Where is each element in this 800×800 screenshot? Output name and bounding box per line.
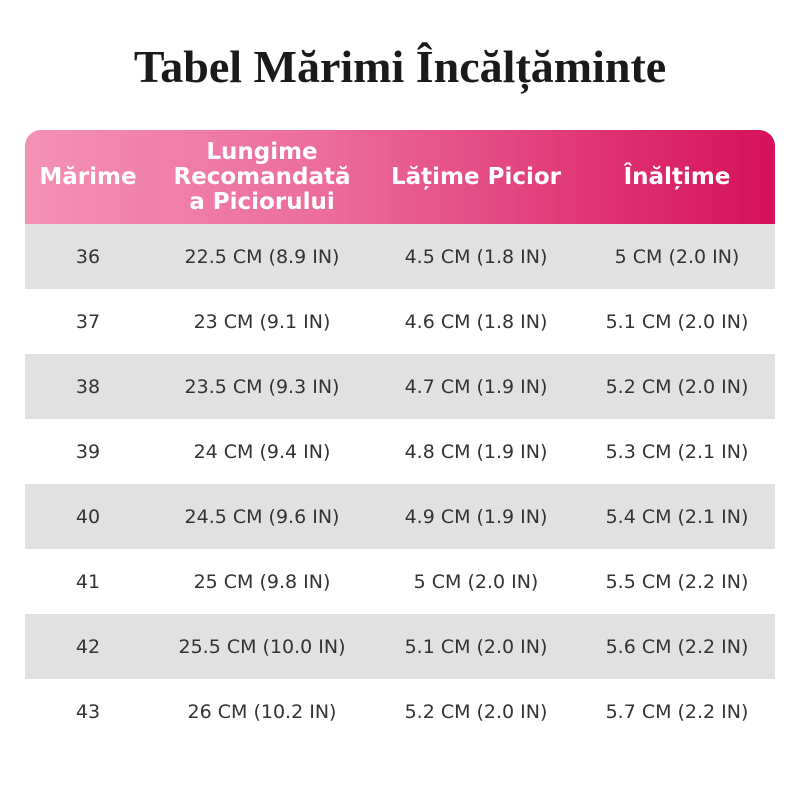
table-cell: 23 CM (9.1 IN) xyxy=(193,310,331,333)
table-cell: 5.2 CM (2.0 IN) xyxy=(404,700,548,723)
table-cell: 36 xyxy=(75,245,101,268)
table-cell: 40 xyxy=(75,505,101,528)
table-row: 43 26 CM (10.2 IN) 5.2 CM (2.0 IN) 5.7 CM (… xyxy=(25,679,775,744)
header-cell: Lățime Picior xyxy=(390,163,562,190)
table-cell: 5.1 CM (2.0 IN) xyxy=(605,310,749,333)
table-cell: 25 CM (9.8 IN) xyxy=(193,570,331,593)
table-row: 39 24 CM (9.4 IN) 4.8 CM (1.9 IN) 5.3 CM (2… xyxy=(25,419,775,484)
table-row: 36 22.5 CM (8.9 IN) 4.5 CM (1.8 IN) 5 CM (2… xyxy=(25,224,775,289)
table-cell: 4.6 CM (1.8 IN) xyxy=(404,310,548,333)
table-cell: 5.7 CM (2.2 IN) xyxy=(605,700,749,723)
table-cell: 4.5 CM (1.8 IN) xyxy=(404,245,548,268)
table-cell: 38 xyxy=(75,375,101,398)
table-cell: 5.1 CM (2.0 IN) xyxy=(404,635,548,658)
table-cell: 5 CM (2.0 IN) xyxy=(614,245,740,268)
table-cell: 37 xyxy=(75,310,101,333)
header-line: Recomandată xyxy=(173,163,351,190)
table-header: Mărime Lungime Recomandată a Piciorului Lăți… xyxy=(25,130,775,224)
table-cell: 39 xyxy=(75,440,101,463)
table-cell: 22.5 CM (8.9 IN) xyxy=(184,245,340,268)
table-cell: 5 CM (2.0 IN) xyxy=(413,570,539,593)
table-cell: 41 xyxy=(75,570,101,593)
table-cell: 5.4 CM (2.1 IN) xyxy=(605,505,749,528)
table-row: 40 24.5 CM (9.6 IN) 4.9 CM (1.9 IN) 5.4 CM … xyxy=(25,484,775,549)
table-cell: 5.3 CM (2.1 IN) xyxy=(605,440,749,463)
header-line: Lungime xyxy=(206,138,318,165)
table-cell: 42 xyxy=(75,635,101,658)
table-cell: 24 CM (9.4 IN) xyxy=(193,440,331,463)
table-cell: 23.5 CM (9.3 IN) xyxy=(184,375,340,398)
table-cell: 26 CM (10.2 IN) xyxy=(187,700,337,723)
header-line: a Piciorului xyxy=(189,188,335,215)
table-cell: 4.7 CM (1.9 IN) xyxy=(404,375,548,398)
title: Tabel Mărimi Încălțăminte xyxy=(133,41,667,92)
table-cell: 25.5 CM (10.0 IN) xyxy=(178,635,346,658)
table-cell: 4.9 CM (1.9 IN) xyxy=(404,505,548,528)
table-cell: 5.6 CM (2.2 IN) xyxy=(605,635,749,658)
table-row: 37 23 CM (9.1 IN) 4.6 CM (1.8 IN) 5.1 CM (2… xyxy=(25,289,775,354)
table-cell: 43 xyxy=(75,700,101,723)
header-cell: Mărime xyxy=(39,163,137,190)
header-cell: Înălțime xyxy=(623,163,731,190)
header-cell: Lungime Recomandată a Piciorului xyxy=(151,130,373,224)
table-row: 42 25.5 CM (10.0 IN) 5.1 CM (2.0 IN) 5.6 CM… xyxy=(25,614,775,679)
table-cell: 24.5 CM (9.6 IN) xyxy=(184,505,340,528)
table-cell: 5.5 CM (2.2 IN) xyxy=(605,570,749,593)
table-row: 41 25 CM (9.8 IN) 5 CM (2.0 IN) 5.5 CM (2.2… xyxy=(25,549,775,614)
table-cell: 5.2 CM (2.0 IN) xyxy=(605,375,749,398)
table-cell: 4.8 CM (1.9 IN) xyxy=(404,440,548,463)
table-row: 38 23.5 CM (9.3 IN) 4.7 CM (1.9 IN) 5.2 CM … xyxy=(25,354,775,419)
